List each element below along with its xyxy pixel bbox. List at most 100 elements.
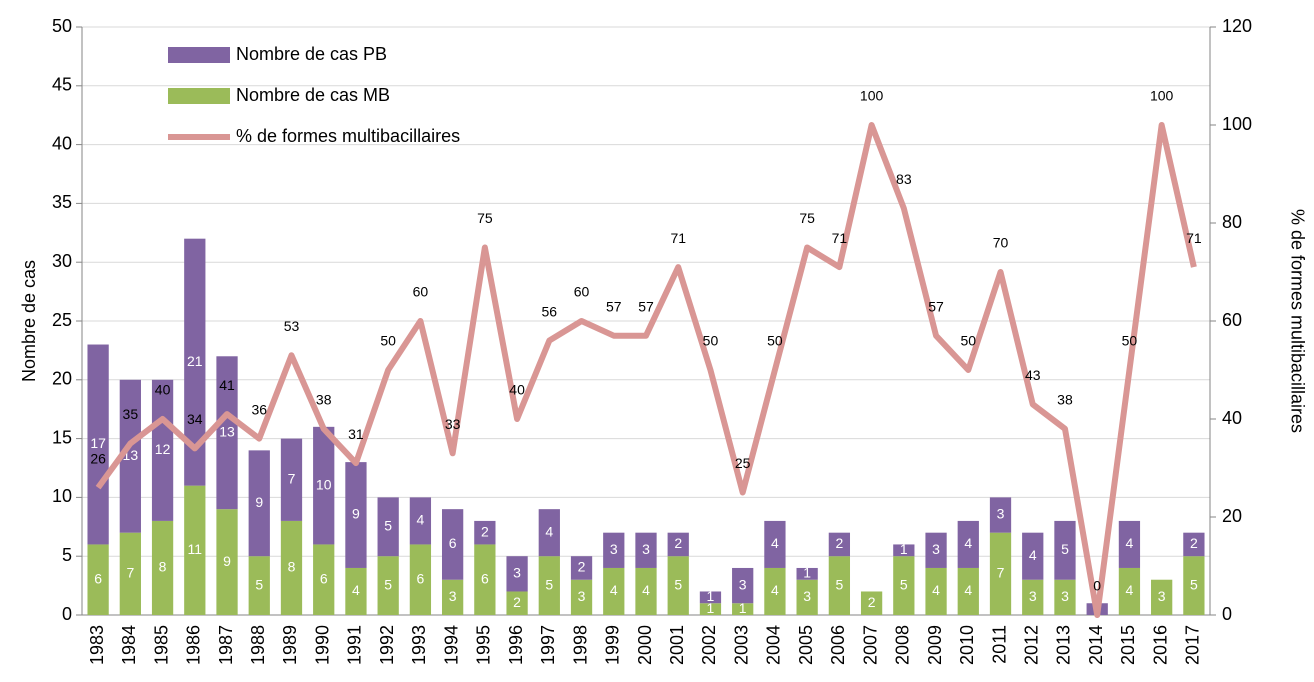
bar-label: 2 xyxy=(513,594,521,610)
bar-label: 1 xyxy=(803,565,811,581)
bar-segment xyxy=(1054,520,1076,580)
bar-segment xyxy=(184,238,206,486)
bar-label: 3 xyxy=(578,588,586,604)
bar-segment xyxy=(216,509,238,615)
bar-segment xyxy=(1183,532,1205,557)
x-tick-label: 2014 xyxy=(1086,625,1106,665)
bar-segment xyxy=(570,579,593,615)
bar-label: 17 xyxy=(90,435,106,451)
bar-segment xyxy=(474,544,496,615)
bar-segment xyxy=(925,567,947,615)
x-tick-label: 2003 xyxy=(731,625,751,665)
x-tick-label: 1990 xyxy=(312,625,332,665)
bar-label: 4 xyxy=(1126,582,1134,598)
x-tick-label: 2004 xyxy=(764,625,784,665)
y-tick-label: 15 xyxy=(52,427,72,447)
bar-label: 8 xyxy=(159,559,167,575)
bar-label: 3 xyxy=(997,506,1005,522)
x-tick-label: 2011 xyxy=(989,625,1009,664)
bar-segment xyxy=(1054,579,1076,615)
line-label: 57 xyxy=(638,298,654,314)
y-tick-label: 35 xyxy=(52,192,72,212)
y-tick-label: 10 xyxy=(52,486,72,506)
bar-segment xyxy=(409,544,432,615)
x-tick-label: 2006 xyxy=(828,625,848,665)
bar-label: 6 xyxy=(417,570,425,586)
x-tick-label: 2015 xyxy=(1118,625,1138,665)
bar-label: 1 xyxy=(707,600,715,616)
bar-segment xyxy=(699,603,722,615)
x-tick-label: 1999 xyxy=(603,625,623,665)
line-label: 60 xyxy=(574,284,590,300)
x-tick-label: 1992 xyxy=(377,625,397,665)
bar-label: 3 xyxy=(803,588,811,604)
bar-label: 9 xyxy=(255,494,263,510)
bar-label: 3 xyxy=(932,541,940,557)
bar-label: 8 xyxy=(288,559,296,575)
x-tick-label: 2012 xyxy=(1021,625,1041,665)
line-label: 25 xyxy=(735,455,751,471)
bar-label: 3 xyxy=(739,576,747,592)
bar-label: 3 xyxy=(1061,588,1069,604)
bar-label: 5 xyxy=(900,576,908,592)
bar-segment xyxy=(280,520,303,615)
y-tick-label: 25 xyxy=(52,310,72,330)
bar-segment xyxy=(957,520,979,568)
line-label: 36 xyxy=(251,401,267,417)
bar-label: 3 xyxy=(513,565,521,581)
line-label: 53 xyxy=(284,318,300,334)
bar-label: 12 xyxy=(155,441,171,457)
x-tick-label: 1983 xyxy=(87,625,107,665)
x-tick-label: 1986 xyxy=(184,625,204,665)
bar-segment xyxy=(1118,567,1141,615)
line-label: 40 xyxy=(155,382,171,398)
bar-segment xyxy=(860,591,883,615)
line-label: 50 xyxy=(703,333,719,349)
bar-label: 5 xyxy=(255,576,263,592)
y2-tick-label: 120 xyxy=(1222,16,1252,36)
bar-segment xyxy=(441,509,464,580)
bar-label: 1 xyxy=(739,600,747,616)
x-tick-label: 1988 xyxy=(248,625,268,665)
line-label: 0 xyxy=(1093,578,1101,594)
bar-segment xyxy=(828,556,851,615)
line-label: 41 xyxy=(219,377,235,393)
x-tick-label: 1984 xyxy=(119,625,139,665)
line-label: 60 xyxy=(413,284,429,300)
bar-label: 6 xyxy=(449,535,457,551)
bar-segment xyxy=(828,532,851,557)
line-label: 35 xyxy=(123,406,139,422)
bar-segment xyxy=(764,567,786,615)
line-label: 40 xyxy=(509,382,525,398)
legend-swatch xyxy=(168,88,230,104)
bar-label: 7 xyxy=(288,470,296,486)
x-tick-label: 2005 xyxy=(796,625,816,665)
bar-label: 2 xyxy=(481,523,489,539)
bar-label: 3 xyxy=(449,588,457,604)
line-label: 26 xyxy=(90,450,106,466)
bar-segment xyxy=(699,591,722,604)
bar-label: 3 xyxy=(642,541,650,557)
x-tick-label: 1994 xyxy=(441,625,461,665)
bar-label: 4 xyxy=(932,582,940,598)
bar-segment xyxy=(925,532,947,568)
y2-tick-label: 40 xyxy=(1222,408,1242,428)
bar-segment xyxy=(474,520,496,545)
line-label: 70 xyxy=(993,235,1009,251)
line xyxy=(95,122,1197,618)
bar-label: 13 xyxy=(219,423,235,439)
x-tick-label: 1989 xyxy=(280,625,300,665)
x-tick-label: 1991 xyxy=(345,625,365,665)
line-label: 38 xyxy=(316,392,332,408)
bar-label: 6 xyxy=(94,570,102,586)
bar-label: 9 xyxy=(352,506,360,522)
x-tick-label: 1993 xyxy=(409,625,429,665)
y-tick-label: 0 xyxy=(62,604,72,624)
line-label: 56 xyxy=(542,303,558,319)
x-tick-label: 1996 xyxy=(506,625,526,665)
bar-label: 4 xyxy=(610,582,618,598)
legend-swatch xyxy=(168,47,230,63)
legend-label: Nombre de cas MB xyxy=(236,85,390,105)
y-tick-label: 45 xyxy=(52,75,72,95)
bar-segment xyxy=(441,579,464,615)
